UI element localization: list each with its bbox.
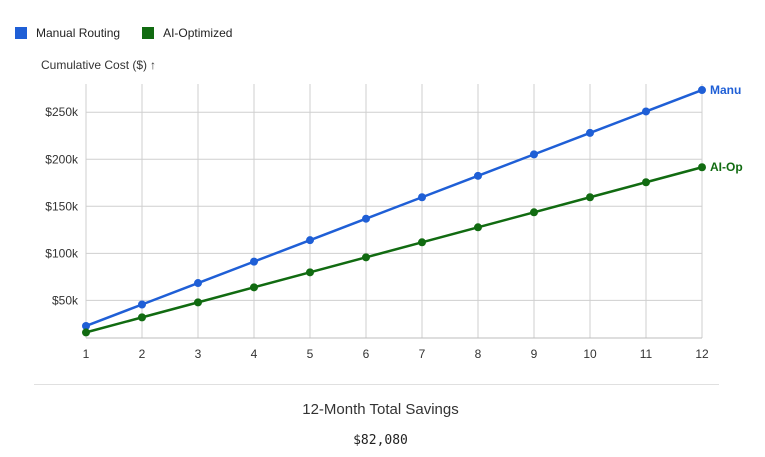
- legend-swatch-manual-routing: [15, 27, 27, 39]
- grid: [85, 84, 703, 338]
- divider: [34, 384, 719, 385]
- end-label-manual-routing: Manu: [710, 83, 741, 97]
- x-tick-label-1: 1: [83, 347, 90, 361]
- point-ai-optimized-6: [362, 253, 370, 262]
- point-ai-optimized-10: [586, 193, 594, 202]
- point-ai-optimized-2: [138, 313, 146, 322]
- x-tick-label-7: 7: [419, 347, 426, 361]
- legend-item-ai-optimized[interactable]: AI-Optimized: [142, 26, 232, 40]
- savings-title: 12-Month Total Savings: [302, 401, 459, 418]
- point-manual-routing-1: [82, 321, 90, 330]
- series: Manu AI-Op: [82, 83, 743, 337]
- legend-swatch-ai-optimized: [142, 27, 155, 39]
- point-manual-routing-9: [530, 150, 538, 159]
- legend-label-ai-optimized: AI-Optimized: [163, 26, 233, 40]
- x-tick-label-5: 5: [307, 347, 314, 361]
- x-tick-label-11: 11: [640, 347, 653, 361]
- x-tick-label-9: 9: [531, 347, 538, 361]
- line-chart: 1 2 3 4 5 6 7 8 9 10 11 12$50k$100k$150k$200k$250k …: [45, 83, 743, 361]
- point-manual-routing-11: [642, 107, 650, 116]
- point-ai-optimized-12: [698, 163, 706, 172]
- point-manual-routing-6: [362, 214, 370, 223]
- point-ai-optimized-3: [194, 298, 202, 307]
- legend-label-manual-routing: Manual Routing: [36, 26, 121, 40]
- point-ai-optimized-8: [474, 223, 482, 232]
- y-tick-label-150000: $150k: [45, 199, 79, 213]
- point-manual-routing-2: [138, 300, 146, 309]
- x-tick-label-2: 2: [139, 347, 146, 361]
- point-ai-optimized-11: [642, 178, 650, 187]
- y-tick-label-50000: $50k: [52, 293, 79, 307]
- point-ai-optimized-5: [306, 268, 314, 277]
- y-tick-label-200000: $200k: [45, 152, 79, 166]
- point-manual-routing-4: [250, 257, 258, 266]
- y-axis-arrow-icon: ↑: [150, 58, 157, 72]
- point-ai-optimized-7: [418, 238, 426, 247]
- x-tick-label-8: 8: [475, 347, 482, 361]
- y-tick-label-250000: $250k: [45, 105, 79, 119]
- axes: 1 2 3 4 5 6 7 8 9 10 11 12$50k$100k$150k$200k$250k: [45, 105, 709, 361]
- point-ai-optimized-9: [530, 208, 538, 217]
- point-ai-optimized-1: [82, 328, 90, 337]
- x-tick-label-12: 12: [695, 347, 709, 361]
- legend-item-manual-routing[interactable]: Manual Routing: [15, 26, 120, 40]
- chart-panel: Manual Routing AI-Optimized Cumulative C…: [6, 6, 755, 451]
- x-tick-label-6: 6: [363, 347, 370, 361]
- point-manual-routing-3: [194, 279, 202, 288]
- point-manual-routing-7: [418, 193, 426, 202]
- point-ai-optimized-4: [250, 283, 258, 292]
- end-label-ai-optimized: AI-Op: [710, 160, 743, 174]
- point-manual-routing-12: [698, 86, 706, 95]
- y-axis-title-text: Cumulative Cost ($): [41, 58, 148, 72]
- series-line-ai-optimized: [85, 166, 703, 334]
- legend: Manual Routing AI-Optimized: [15, 26, 254, 40]
- x-tick-label-10: 10: [583, 347, 597, 361]
- savings-value: $82,080: [353, 433, 408, 448]
- y-tick-label-100000: $100k: [45, 246, 79, 260]
- point-manual-routing-10: [586, 128, 594, 137]
- series-line-manual-routing: [85, 88, 703, 328]
- y-axis-title: Cumulative Cost ($) ↑: [41, 58, 156, 72]
- point-manual-routing-8: [474, 171, 482, 180]
- x-tick-label-3: 3: [195, 347, 202, 361]
- x-tick-label-4: 4: [251, 347, 258, 361]
- point-manual-routing-5: [306, 236, 314, 245]
